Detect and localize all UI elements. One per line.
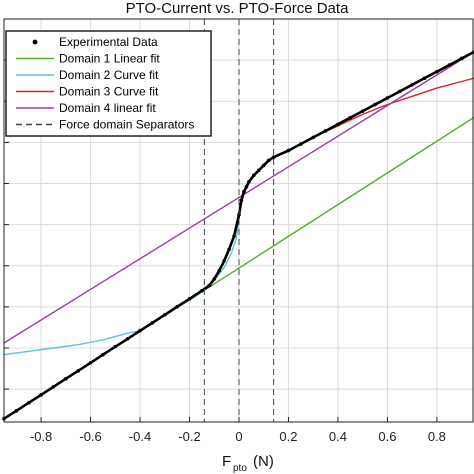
- data-point: [311, 135, 316, 140]
- data-point: [252, 173, 256, 178]
- data-point: [299, 142, 303, 146]
- data-point: [348, 115, 353, 120]
- x-axis-label-main: F: [222, 453, 231, 470]
- data-point: [51, 384, 56, 389]
- data-point: [261, 163, 266, 168]
- data-point: [256, 168, 261, 173]
- x-tick-label: -0.6: [79, 429, 101, 444]
- data-point: [271, 155, 276, 159]
- data-point: [239, 198, 244, 202]
- legend-label-domain-2-curve-fit: Domain 2 Curve fit: [59, 68, 159, 82]
- legend-label-experimental-data: Experimental Data: [59, 35, 158, 49]
- data-point: [175, 304, 179, 309]
- series-line-domain-4-linear-fit: [3, 51, 474, 344]
- x-tick-label: 0.6: [378, 429, 396, 444]
- legend: Experimental Data Domain 1 Linear fit Doma…: [5, 30, 212, 137]
- data-point: [244, 184, 249, 189]
- data-point: [360, 109, 365, 113]
- data-point: [76, 369, 81, 373]
- legend-label-force-domain-separators: Force domain Separators: [59, 118, 194, 132]
- data-point: [14, 409, 19, 413]
- data-point: [113, 344, 118, 349]
- data-point: [447, 63, 452, 67]
- x-tick-label: -0.2: [178, 429, 200, 444]
- data-point: [323, 129, 328, 133]
- legend-label-domain-3-curve-fit: Domain 3 Curve fit: [59, 85, 159, 99]
- x-axis-label-unit: (N): [253, 453, 274, 470]
- legend-label-domain-1-linear-fit: Domain 1 Linear fit: [59, 52, 160, 66]
- legend-marker-experimental-data: [32, 39, 38, 45]
- data-point: [422, 76, 427, 81]
- data-point: [232, 234, 236, 238]
- data-point: [138, 328, 142, 333]
- data-point: [227, 247, 231, 252]
- data-point: [247, 180, 251, 184]
- data-point: [435, 69, 439, 74]
- x-tick-label: 0: [235, 429, 242, 444]
- data-point: [336, 122, 340, 127]
- x-tick-label: -0.4: [129, 429, 151, 444]
- legend-label-domain-4-linear-fit: Domain 4 linear fit: [59, 101, 156, 115]
- x-tick-label: 0.8: [428, 429, 446, 444]
- x-tick-label: 0.4: [329, 429, 347, 444]
- data-point: [200, 288, 204, 293]
- data-point: [187, 296, 192, 301]
- data-point: [385, 96, 390, 100]
- data-point: [286, 148, 291, 153]
- data-point: [207, 283, 212, 288]
- x-axis-label-subscript: pto: [233, 463, 247, 474]
- x-axis-label: F pto (N): [222, 453, 274, 474]
- chart-title: PTO-Current vs. PTO-Force Data: [126, 0, 349, 17]
- data-point: [64, 376, 68, 381]
- data-point: [410, 82, 414, 87]
- data-point: [88, 360, 93, 365]
- data-point: [459, 56, 464, 61]
- data-point: [217, 268, 222, 273]
- data-point: [397, 89, 402, 94]
- data-point: [212, 277, 217, 281]
- data-point: [222, 259, 226, 263]
- data-point: [162, 312, 167, 317]
- data-point: [39, 393, 43, 397]
- data-point: [101, 352, 105, 357]
- data-point: [266, 158, 271, 163]
- data-point: [150, 321, 155, 325]
- x-tick-label: 0.2: [279, 429, 297, 444]
- data-point: [242, 189, 246, 194]
- data-point: [373, 102, 377, 107]
- legend-box: [5, 30, 212, 137]
- x-tick-label: -0.8: [30, 429, 52, 444]
- data-point: [125, 336, 130, 341]
- data-point: [26, 400, 31, 405]
